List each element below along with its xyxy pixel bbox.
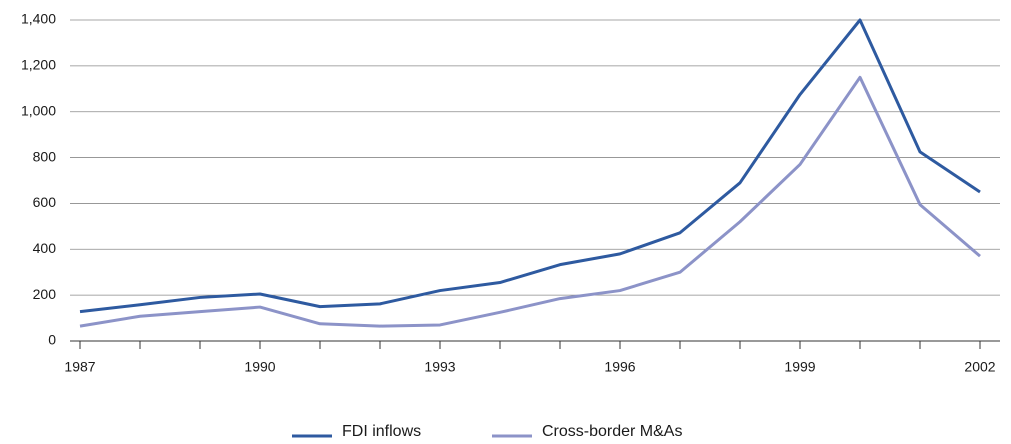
line-series (79, 18, 981, 314)
y-tick-label: 600 (33, 194, 57, 210)
y-tick-label: 1,000 (21, 102, 56, 118)
x-tick-label: 1987 (64, 359, 95, 375)
y-tick-label: 1,200 (21, 57, 56, 73)
y-tick-label: 400 (33, 240, 57, 256)
legend-label: FDI inflows (342, 423, 421, 440)
y-tick-label: 1,400 (21, 11, 56, 27)
legend-label: Cross-border M&As (542, 423, 682, 440)
x-tick-label: 1999 (784, 359, 815, 375)
x-tick-label: 1990 (244, 359, 275, 375)
line-series (79, 75, 981, 328)
y-tick-label: 800 (33, 148, 57, 164)
y-tick-label: 0 (48, 332, 56, 348)
x-tick-label: 1996 (604, 359, 635, 375)
x-tick-label: 1993 (424, 359, 455, 375)
y-tick-label: 200 (33, 286, 57, 302)
x-tick-label: 2002 (964, 359, 995, 375)
